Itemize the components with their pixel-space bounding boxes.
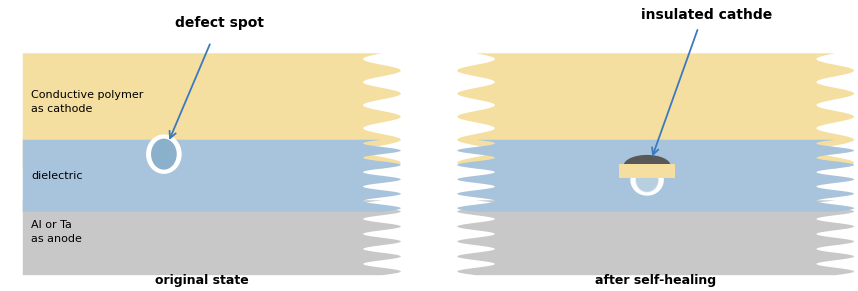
Polygon shape — [457, 200, 854, 275]
Ellipse shape — [631, 165, 663, 195]
Ellipse shape — [147, 135, 181, 173]
Ellipse shape — [150, 138, 178, 171]
Text: Al or Ta
as anode: Al or Ta as anode — [32, 220, 82, 244]
Text: after self-healing: after self-healing — [595, 274, 716, 287]
Text: insulated cathde: insulated cathde — [641, 8, 772, 22]
Polygon shape — [23, 53, 401, 168]
Text: defect spot: defect spot — [175, 16, 264, 30]
Text: Conductive polymer
as cathode: Conductive polymer as cathode — [32, 90, 143, 114]
Ellipse shape — [624, 155, 671, 176]
Polygon shape — [23, 140, 401, 212]
Bar — [619, 164, 675, 178]
Polygon shape — [457, 53, 854, 168]
Text: dielectric: dielectric — [32, 171, 83, 181]
Polygon shape — [457, 140, 854, 212]
Ellipse shape — [635, 168, 659, 193]
Polygon shape — [23, 200, 401, 275]
Text: original state: original state — [155, 274, 249, 287]
